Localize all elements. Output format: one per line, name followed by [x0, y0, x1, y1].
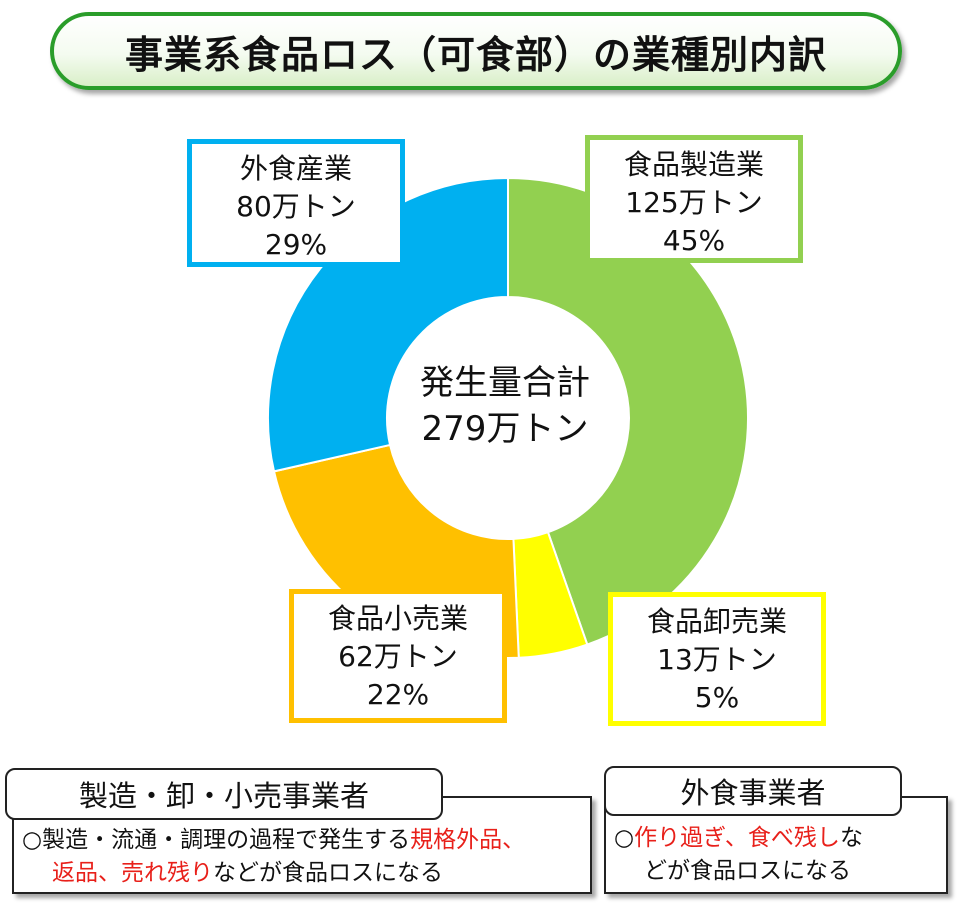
note-business-heading: 製造・卸・小売事業者 — [5, 768, 443, 820]
donut-slice-外食産業 — [267, 176, 509, 473]
note-business-suffix: などが食品ロスになる — [213, 860, 443, 886]
label-food-wholesale-name: 食品卸売業 — [646, 605, 787, 638]
label-food-wholesale-percent: 5% — [694, 681, 740, 714]
label-food-retail-percent: 22% — [366, 678, 430, 711]
note-food-service-highlight: 作り過ぎ、食べ残し — [634, 825, 840, 851]
label-food-manufacturing-amount: 125万トン — [625, 186, 763, 219]
chart-title: 事業系食品ロス（可食部）の業種別内訳 — [124, 32, 827, 77]
label-food-service: 外食産業 80万トン 29% — [187, 139, 405, 267]
label-food-manufacturing-percent: 45% — [662, 224, 726, 257]
label-food-wholesale-amount: 13万トン — [657, 643, 777, 676]
note-food-service-heading: 外食事業者 — [604, 766, 902, 816]
note-business-heading-text: 製造・卸・小売事業者 — [78, 779, 369, 813]
note-food-service-suffix-2: どが食品ロスになる — [644, 858, 851, 884]
note-food-service-prefix: ○ — [614, 825, 635, 851]
center-label-total: 279万トン — [421, 409, 589, 449]
title-banner: 事業系食品ロス（可食部）の業種別内訳 — [50, 12, 902, 90]
note-food-service-suffix-1: な — [839, 825, 863, 851]
label-food-retail-name: 食品小売業 — [327, 602, 468, 635]
label-food-retail-amount: 62万トン — [338, 640, 458, 673]
note-food-service-text: ○作り過ぎ、食べ残しな どが食品ロスになる — [614, 822, 944, 888]
label-food-wholesale: 食品卸売業 13万トン 5% — [608, 592, 826, 726]
label-food-service-percent: 29% — [264, 228, 328, 261]
label-food-manufacturing-name: 食品製造業 — [623, 148, 764, 181]
label-food-manufacturing: 食品製造業 125万トン 45% — [585, 135, 803, 263]
label-food-retail: 食品小売業 62万トン 22% — [289, 589, 507, 723]
note-business-highlight-2: 返品、売れ残り — [52, 860, 213, 886]
note-food-service-heading-text: 外食事業者 — [680, 776, 826, 810]
label-food-service-amount: 80万トン — [236, 190, 356, 223]
center-label-title: 発生量合計 — [420, 363, 590, 403]
label-food-service-name: 外食産業 — [239, 152, 352, 185]
note-business-text: ○製造・流通・調理の過程で発生する規格外品、 返品、売れ残りなどが食品ロスになる — [22, 824, 587, 890]
note-business-prefix: ○製造・流通・調理の過程で発生する — [22, 827, 411, 853]
note-business-highlight-1: 規格外品、 — [410, 827, 526, 853]
donut-center-label: 発生量合計 279万トン — [385, 360, 625, 452]
